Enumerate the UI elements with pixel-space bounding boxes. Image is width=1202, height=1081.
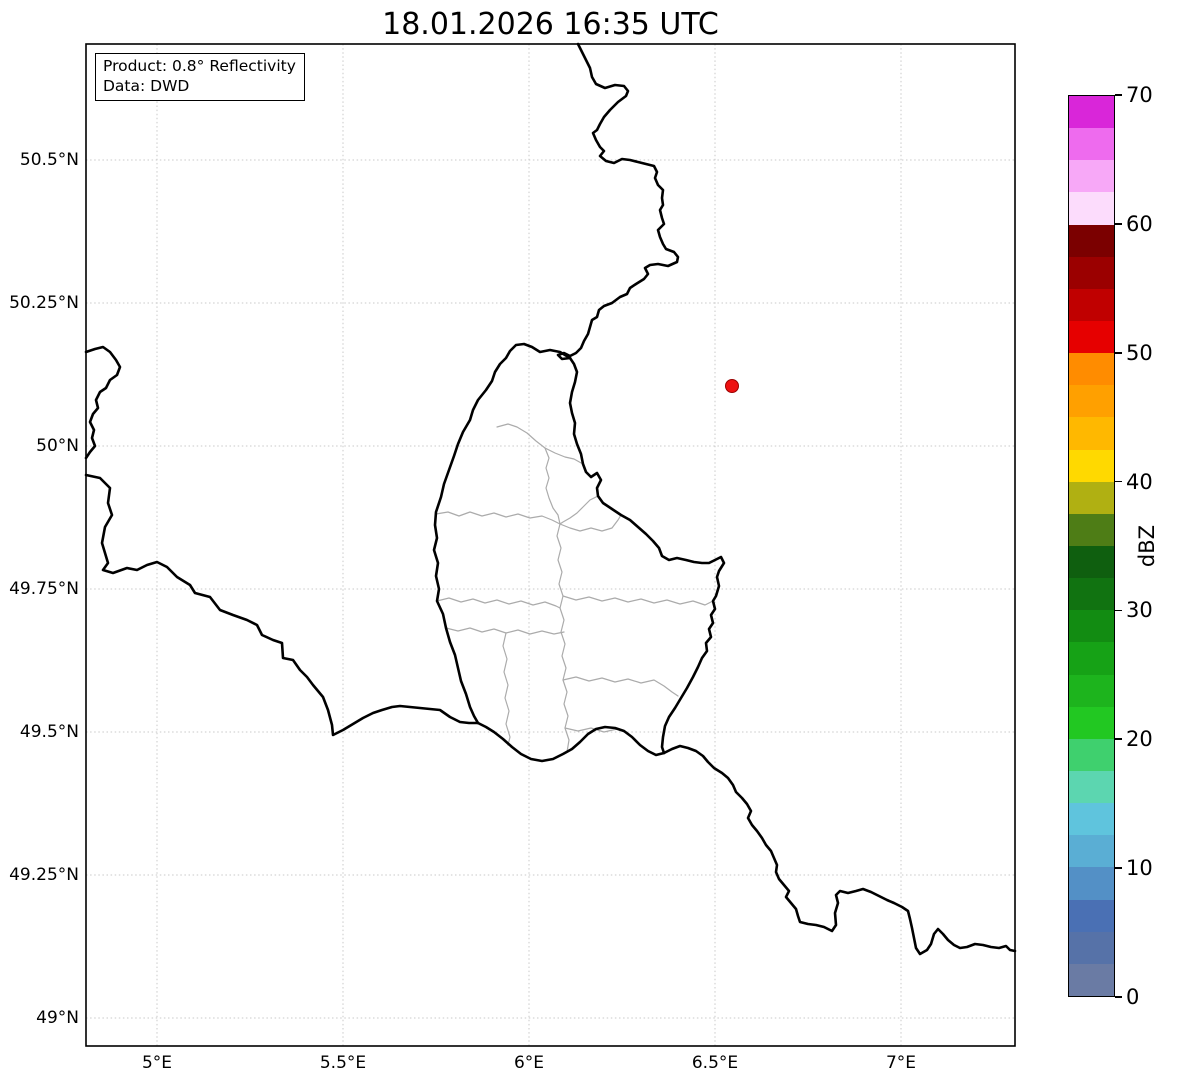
colorbar-band (1069, 128, 1114, 161)
country-border-line (476, 721, 666, 763)
colorbar-band (1069, 481, 1114, 514)
country-border-line (662, 744, 1017, 956)
product-info-line: Product: 0.8° Reflectivity (103, 57, 296, 75)
colorbar-band (1069, 224, 1114, 257)
colorbar-tick-label: 70 (1126, 83, 1153, 107)
colorbar-tick-label: 20 (1126, 727, 1153, 752)
colorbar-tick-label: 0 (1126, 985, 1140, 1009)
colorbar-band (1069, 578, 1114, 611)
colorbar-band (1069, 353, 1114, 386)
canton-border-line (556, 523, 570, 753)
colorbar-tick-label: 40 (1126, 469, 1153, 494)
canton-border-line (502, 632, 511, 746)
colorbar-band (1069, 642, 1114, 675)
colorbar-tick-mark (1115, 223, 1122, 225)
latitude-tick-label: 49.5°N (19, 722, 79, 742)
colorbar-band (1069, 931, 1114, 964)
latitude-tick-label: 49.75°N (9, 579, 79, 599)
country-border-line (84, 473, 480, 737)
canton-border-line (436, 597, 561, 609)
colorbar-band (1069, 899, 1114, 932)
colorbar-band (1069, 706, 1114, 739)
latitude-tick-label: 49°N (36, 1008, 79, 1028)
plot-background (86, 44, 1015, 1046)
canton-border-line (544, 447, 561, 525)
colorbar-band (1069, 963, 1114, 996)
colorbar-band (1069, 513, 1114, 546)
colorbar-band (1069, 545, 1114, 579)
colorbar-band (1069, 385, 1114, 418)
colorbar-tick-label: 10 (1126, 856, 1153, 881)
country-border-line (84, 345, 122, 460)
colorbar-tick-label: 30 (1126, 598, 1153, 623)
country-border-line (556, 42, 680, 361)
longitude-tick-label: 5°E (141, 1053, 173, 1073)
colorbar-band (1069, 160, 1114, 193)
country-border-line (432, 342, 572, 725)
graticule-gridlines (86, 44, 1015, 1046)
country-borders (84, 42, 1017, 956)
country-border-line (568, 356, 726, 755)
colorbar-tick-mark (1115, 996, 1122, 998)
product-info-box: Product: 0.8° Reflectivity Data: DWD (95, 53, 305, 101)
colorbar-band (1069, 449, 1114, 482)
plot-title: 18.01.2026 16:35 UTC (382, 7, 719, 42)
latitude-tick-label: 50°N (36, 436, 79, 456)
colorbar-band (1069, 96, 1114, 129)
colorbar-band (1069, 417, 1114, 450)
longitude-tick-label: 6.5°E (691, 1053, 739, 1073)
data-source-line: Data: DWD (103, 77, 190, 95)
colorbar-tick-mark (1115, 480, 1122, 483)
colorbar-tick-label: 50 (1126, 340, 1153, 365)
colorbar-band (1069, 288, 1114, 321)
axes-frame (85, 43, 1016, 1047)
latitude-tick-label: 50.25°N (9, 293, 79, 313)
longitude-tick-label: 7°E (885, 1053, 917, 1073)
colorbar-tick-mark (1115, 94, 1122, 96)
canton-border-line (562, 676, 679, 697)
colorbar-tick-mark (1115, 351, 1122, 354)
colorbar-band (1069, 610, 1114, 643)
colorbar-band (1069, 674, 1114, 707)
colorbar-band (1069, 803, 1114, 836)
reflectivity-colorbar (1068, 95, 1115, 997)
colorbar-tick-mark (1115, 609, 1122, 612)
colorbar-band (1069, 867, 1114, 900)
admin-borders (435, 423, 714, 753)
colorbar-band (1069, 738, 1114, 771)
colorbar-band (1069, 835, 1114, 868)
colorbar-tick-mark (1115, 738, 1122, 741)
canton-border-line (559, 495, 599, 525)
radar-site-marker (725, 379, 739, 393)
canton-border-line (435, 511, 561, 525)
canton-border-line (559, 514, 622, 532)
latitude-tick-label: 49.25°N (9, 865, 79, 885)
colorbar-tick-label: 60 (1126, 211, 1153, 236)
longitude-tick-label: 6°E (513, 1053, 545, 1073)
colorbar-band (1069, 192, 1114, 225)
colorbar-tick-mark (1115, 867, 1122, 869)
canton-border-line (562, 595, 714, 606)
longitude-tick-label: 5.5°E (319, 1053, 367, 1073)
colorbar-band (1069, 256, 1114, 289)
latitude-tick-label: 50.5°N (19, 150, 79, 170)
colorbar-band (1069, 320, 1114, 354)
canton-border-line (496, 423, 584, 465)
colorbar-band (1069, 770, 1114, 804)
colorbar-unit-label: dBZ (1135, 524, 1159, 568)
